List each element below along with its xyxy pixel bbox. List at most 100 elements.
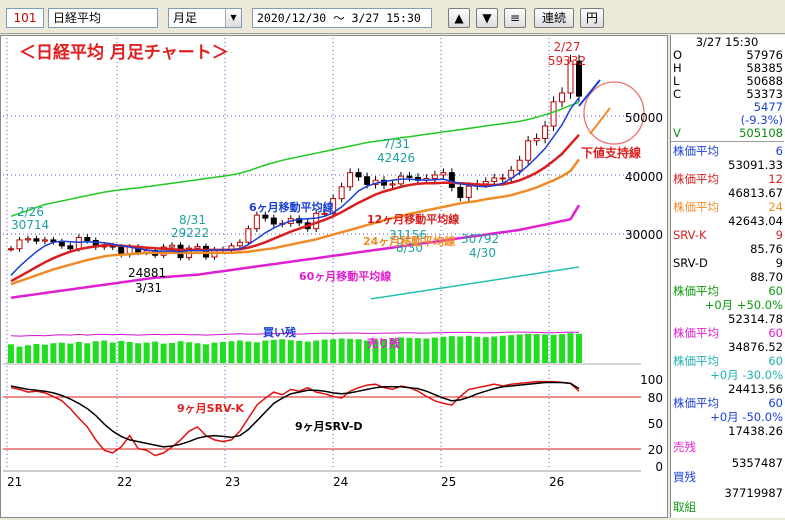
osc-axis-20: 20: [648, 443, 663, 457]
buy-margin-bar: [169, 342, 176, 363]
candlestick: [516, 155, 523, 175]
candlestick: [355, 168, 362, 181]
volume-label: V: [673, 126, 681, 140]
ma60-line-label: 60ヶ月移動平均線: [299, 269, 391, 283]
low-label: L: [673, 74, 680, 88]
buy-margin-bar: [84, 343, 91, 363]
buy-margin-bar: [364, 340, 371, 363]
projection-support-line: [589, 107, 611, 135]
menu-button[interactable]: ≡: [504, 8, 526, 28]
srvk-period: 9: [775, 228, 783, 242]
ma60b-value: 34876.52: [728, 340, 783, 354]
candle-body: [41, 239, 48, 242]
buy-margin-bar: [499, 335, 506, 363]
candlestick: [440, 168, 447, 180]
candlestick: [533, 133, 540, 146]
srvk-label: 9ヶ月SRV-K: [177, 402, 244, 415]
buy-margin-bar: [160, 343, 167, 363]
buy-margin-bar: [228, 341, 235, 363]
high-value: 58385: [746, 61, 783, 75]
osc-axis-50: 50: [648, 417, 663, 431]
ma60d-sub: +0月 -50.0%: [710, 410, 783, 424]
ma60b-period: 60: [768, 326, 783, 340]
buy-margin-bar: [482, 337, 489, 363]
buy-margin-bar: [101, 340, 108, 363]
ma12-value: 46813.67: [728, 186, 783, 200]
candle-body: [347, 172, 354, 188]
candle-body: [8, 248, 14, 251]
ma60c-period: 60: [768, 354, 783, 368]
chart-title: ＜日経平均 月足チャート＞: [19, 42, 229, 63]
candle-body: [194, 245, 201, 249]
buy-margin-bar: [16, 346, 23, 363]
candlestick: [67, 242, 74, 252]
low-value: 50688: [746, 74, 783, 88]
annotation-8-31-date: 8/31: [179, 213, 206, 227]
candlestick: [542, 120, 549, 144]
candle-body: [525, 140, 532, 161]
annotation-4-30-value: 30792: [461, 232, 499, 246]
candle-body: [482, 180, 489, 185]
srvd-value: 88.70: [750, 270, 783, 284]
candlestick: [550, 96, 557, 132]
srvk-name: SRV-K: [673, 228, 707, 242]
stock-name-field[interactable]: 日経平均: [48, 8, 158, 28]
buy-margin-bar: [448, 336, 455, 363]
x-axis-25: 25: [441, 475, 456, 489]
ma60c-value: 24413.56: [728, 382, 783, 396]
buy-margin-bar: [474, 336, 481, 363]
buy-margin-bar: [338, 338, 345, 363]
yen-button[interactable]: 円: [580, 8, 604, 28]
buy-margin-bar: [440, 336, 447, 363]
period-select[interactable]: 月足 ▼: [168, 8, 242, 28]
period-select-value: 月足: [173, 11, 198, 25]
candle-body: [465, 185, 472, 198]
toolbar: 101 日経平均 月足 ▼ 2020/12/30 ～ 3/27 15:30 ▲ …: [0, 0, 785, 34]
buy-margin-bar: [75, 341, 82, 363]
buy-margin-bar: [406, 337, 413, 363]
candle-body: [457, 186, 464, 198]
scroll-down-button[interactable]: ▼: [476, 8, 498, 28]
candle-body: [448, 172, 455, 188]
candlestick: [525, 135, 532, 165]
buy-margin-bar: [397, 337, 404, 363]
ma60d-row: 株価平均 60: [673, 397, 783, 410]
chart-canvas[interactable]: ＜日経平均 月足チャート＞ 2/27 59332 2/26 30714 8/31…: [1, 36, 667, 517]
x-axis-26: 26: [549, 475, 564, 489]
osc-axis-0: 0: [655, 460, 663, 474]
candle-body: [16, 239, 23, 250]
chevron-down-icon[interactable]: ▼: [225, 9, 241, 27]
annotation-3-31-date: 3/31: [135, 281, 162, 295]
candle-body: [58, 241, 65, 247]
buy-margin-bar: [525, 333, 532, 363]
sell-margin-label: 売り残: [367, 336, 400, 350]
candle-body: [75, 237, 82, 250]
candlestick: [431, 170, 438, 183]
candle-body: [499, 177, 506, 180]
scroll-up-button[interactable]: ▲: [448, 8, 470, 28]
chart-area[interactable]: ＜日経平均 月足チャート＞ 2/27 59332 2/26 30714 8/31…: [0, 35, 668, 518]
candlestick: [559, 87, 566, 108]
ma60d-period: 60: [768, 396, 783, 410]
candle-body: [262, 214, 269, 219]
code-field[interactable]: 101: [6, 8, 44, 28]
low-row: L 50688: [673, 75, 783, 88]
date-range-field[interactable]: 2020/12/30 ～ 3/27 15:30: [252, 8, 432, 28]
candlestick: [253, 211, 260, 232]
candlestick: [270, 214, 277, 228]
continuous-button[interactable]: 連続: [534, 8, 574, 28]
x-axis-22: 22: [117, 475, 132, 489]
srvd-row: SRV-D 9: [673, 257, 783, 270]
buy-margin-bar: [296, 340, 303, 363]
price-axis-50000: 50000: [625, 111, 663, 125]
ma60b-row: 株価平均 60: [673, 327, 783, 340]
highlight-circle: [583, 81, 645, 145]
candle-body: [321, 212, 328, 215]
buy-margin-bar: [559, 334, 566, 363]
candle-body: [559, 92, 566, 103]
buy-margin-bar: [8, 344, 14, 363]
change-pct-value: (-9.3%): [740, 113, 783, 127]
buy-margin-bar: [423, 338, 430, 363]
close-label: C: [673, 87, 682, 101]
buy-margin-bar: [194, 343, 201, 363]
